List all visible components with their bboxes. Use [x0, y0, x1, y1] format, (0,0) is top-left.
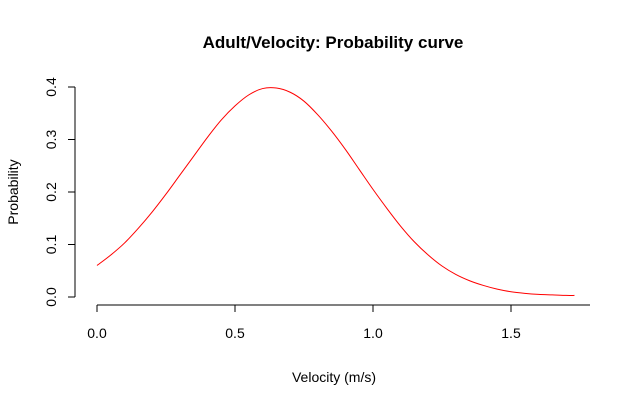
x-axis: 0.0 0.5 1.0 1.5: [87, 304, 590, 341]
y-tick-label: 0.1: [43, 235, 59, 255]
x-tick-label: 1.5: [501, 325, 521, 341]
chart-title: Adult/Velocity: Probability curve: [203, 33, 464, 52]
y-tick-label: 0.4: [43, 77, 59, 97]
x-tick-label: 1.0: [363, 325, 383, 341]
x-tick-label: 0.5: [225, 325, 245, 341]
plot-area: [96, 87, 575, 296]
y-tick-label: 0.3: [43, 130, 59, 150]
x-tick-label: 0.0: [87, 325, 107, 341]
y-axis-label: Probability: [5, 159, 21, 224]
y-tick-label: 0.0: [43, 287, 59, 307]
y-axis: 0.0 0.1 0.2 0.3 0.4: [43, 77, 76, 307]
probability-curve-line: [96, 87, 575, 296]
x-axis-label: Velocity (m/s): [292, 369, 376, 385]
y-tick-label: 0.2: [43, 182, 59, 202]
